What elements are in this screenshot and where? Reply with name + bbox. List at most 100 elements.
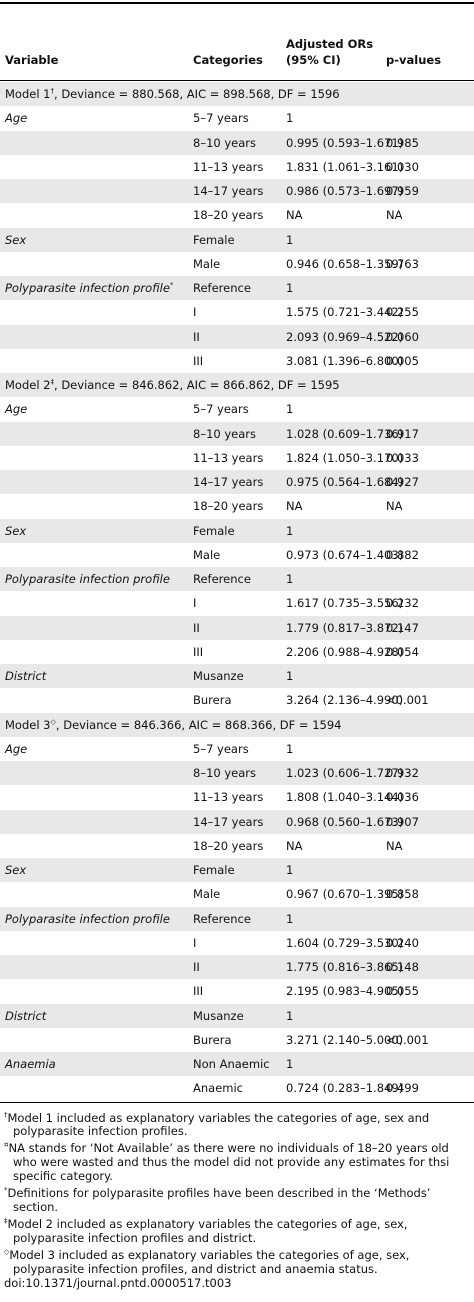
category-text: 11–13 years [193,790,264,805]
footnote-mark: ‡ [50,378,55,387]
or-cell: 1 [286,1009,293,1023]
table-row: Male 0.973 (0.674–1.403) 0.882 [0,543,474,567]
category-cell: Female [193,233,235,247]
table-row: Polyparasite infection profile Reference 1 [0,567,474,591]
table-row: Model 3◇, Deviance = 846.366, AIC = 868.… [0,712,474,737]
or-cell: 0.724 (0.283–1.849) [286,1081,403,1095]
p-text: 0.055 [386,984,419,999]
table-row: II 1.779 (0.817–3.872) 0.147 [0,615,474,640]
variable-text: Sex [5,523,27,538]
p-cell: 0.054 [386,645,419,659]
or-cell: 1 [286,524,293,538]
p-text: NA [386,208,403,223]
header-cell: p-values [386,53,442,67]
or-cell: 3.264 (2.136–4.990) [286,693,403,707]
footnotes: †Model 1 included as explanatory variabl… [4,1108,468,1290]
model-stats: , Deviance = 880.568, AIC = 898.568, DF … [54,87,340,101]
table-row: 8–10 years 1.028 (0.609–1.736) 0.917 [0,421,474,446]
or-cell: 1.604 (0.729–3.530) [286,936,403,950]
variable-cell: Anaemia [5,1057,56,1071]
category-text: I [193,596,197,611]
table-row: II 1.775 (0.816–3.865) 0.148 [0,955,474,979]
or-cell: 1.808 (1.040–3.144) [286,790,403,804]
category-text: II [193,960,200,974]
or-text: 1.808 (1.040–3.144) [286,790,404,805]
variable-cell: Age [5,111,27,125]
p-text: 0.907 [386,814,419,829]
or-text: 2.195 (0.983–4.905) [286,984,404,999]
p-text: 0.927 [386,475,419,489]
or-text: 0.724 (0.283–1.849) [286,1081,404,1096]
variable-cell: Age [5,402,27,416]
or-cell: 3.081 (1.396–6.800) [286,354,403,368]
variable-text: District [5,1008,47,1023]
table-row: District Musanze 1 [0,1003,474,1028]
category-cell: Female [193,863,235,877]
table-row: Sex Female 1 [0,858,474,882]
category-text: 5–7 years [193,111,249,126]
table-row: 18–20 years NA NA [0,494,474,518]
or-text: 3.271 (2.140–5.000) [286,1032,404,1047]
category-text: Non Anaemic [193,1057,270,1071]
p-text: 0.060 [386,329,419,344]
table-row: Anaemia Non Anaemic 1 [0,1052,474,1076]
category-cell: Male [193,548,220,562]
or-cell: 1.779 (0.817–3.872) [286,621,403,635]
p-text: 0.763 [386,256,419,271]
category-cell: I [193,936,196,950]
model-header: Model 2‡, Deviance = 846.862, AIC = 866.… [5,378,340,392]
category-cell: 18–20 years [193,499,263,513]
category-text: Male [193,256,221,271]
doi: doi:10.1371/journal.pntd.0000517.t003 [4,1275,232,1290]
p-text: 0.499 [386,1081,419,1096]
category-cell: Burera [193,1033,232,1047]
category-text: I [193,935,197,950]
p-cell: NA [386,208,402,222]
or-text: 1 [286,111,294,126]
or-cell: 0.986 (0.573–1.697) [286,184,403,198]
category-text: Female [193,863,235,877]
category-text: 8–10 years [193,766,257,780]
variable-cell: Polyparasite infection profile [5,572,170,586]
table-row: 14–17 years 0.986 (0.573–1.697) 0.959 [0,179,474,203]
or-text: 1 [286,281,294,295]
or-cell: 0.973 (0.674–1.403) [286,548,403,562]
table-row: Age 5–7 years 1 [0,397,474,421]
table-row: 14–17 years 0.975 (0.564–1.684) 0.927 [0,470,474,494]
p-cell: 0.005 [386,354,419,368]
model-title: Model 1 [5,87,51,101]
category-text: 14–17 years [193,184,264,198]
header-cell: Adjusted ORs (95% CI) [286,37,374,67]
table-row: III 2.195 (0.983–4.905) 0.055 [0,979,474,1003]
category-cell: 18–20 years [193,839,263,853]
category-cell: 14–17 years [193,184,263,198]
table-row: 11–13 years 1.808 (1.040–3.144) 0.036 [0,785,474,809]
category-text: 11–13 years [193,450,264,465]
category-cell: III [193,354,203,368]
p-cell: 0.499 [386,1081,419,1095]
or-text: 1.775 (0.816–3.865) [286,960,404,974]
or-cell: 0.967 (0.670–1.395) [286,887,403,901]
category-text: 18–20 years [193,499,264,514]
or-cell: 1 [286,281,293,295]
or-text: 0.973 (0.674–1.403) [286,547,404,562]
category-cell: Male [193,257,220,271]
table-row: 8–10 years 1.023 (0.606–1.727) 0.932 [0,761,474,785]
p-cell: 0.882 [386,548,419,562]
category-cell: 11–13 years [193,451,263,465]
category-cell: Female [193,524,235,538]
or-text: 1.831 (1.061–3.161) [286,159,404,174]
category-cell: 5–7 years [193,742,249,756]
p-text: 0.985 [386,135,419,150]
or-cell: NA [286,839,302,853]
p-cell: 0.927 [386,475,419,489]
or-text: 2.206 (0.988–4.928) [286,644,404,659]
variable-cell: Polyparasite infection profile [5,912,170,926]
header-cell: Categories [193,53,263,67]
footnote-text: Model 1 included as explanatory variable… [7,1110,430,1139]
variable-cell: District [5,669,46,683]
category-text: 14–17 years [193,814,264,829]
or-text: 0.975 (0.564–1.684) [286,475,404,489]
or-text: 1 [286,232,294,247]
p-cell: 0.240 [386,936,419,950]
